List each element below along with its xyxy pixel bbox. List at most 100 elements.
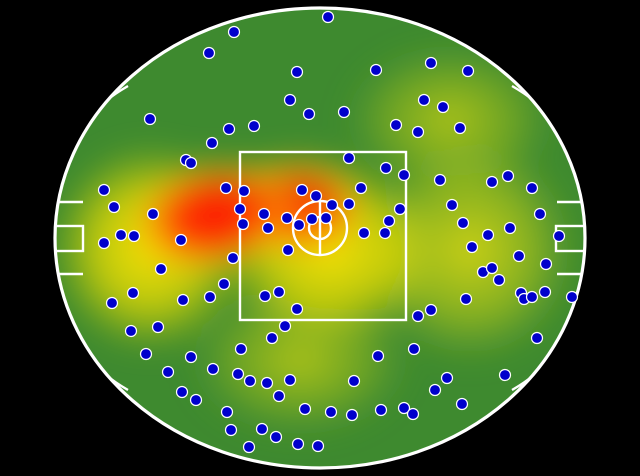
data-point bbox=[226, 251, 240, 265]
data-point bbox=[280, 211, 294, 225]
data-point bbox=[347, 374, 361, 388]
data-point bbox=[302, 107, 316, 121]
data-point bbox=[397, 168, 411, 182]
data-point bbox=[265, 331, 279, 345]
data-point bbox=[533, 207, 547, 221]
data-point bbox=[465, 240, 479, 254]
heat-layer bbox=[54, 7, 586, 469]
data-point bbox=[436, 100, 450, 114]
data-point bbox=[298, 402, 312, 416]
data-point bbox=[371, 349, 385, 363]
data-point bbox=[236, 217, 250, 231]
data-point bbox=[283, 373, 297, 387]
data-point bbox=[243, 374, 257, 388]
data-point bbox=[319, 211, 333, 225]
data-point bbox=[255, 422, 269, 436]
data-point bbox=[291, 437, 305, 451]
data-point bbox=[389, 118, 403, 132]
data-point bbox=[146, 207, 160, 221]
data-point bbox=[417, 93, 431, 107]
data-point bbox=[242, 440, 256, 454]
data-point bbox=[278, 319, 292, 333]
data-point bbox=[283, 93, 297, 107]
data-point bbox=[97, 236, 111, 250]
data-point bbox=[424, 303, 438, 317]
data-point bbox=[305, 212, 319, 226]
data-point bbox=[309, 189, 323, 203]
data-point bbox=[397, 401, 411, 415]
data-point bbox=[105, 296, 119, 310]
data-point bbox=[257, 207, 271, 221]
data-point bbox=[485, 175, 499, 189]
data-point bbox=[203, 290, 217, 304]
data-point bbox=[345, 408, 359, 422]
data-point bbox=[189, 393, 203, 407]
data-point bbox=[530, 331, 544, 345]
data-point bbox=[261, 221, 275, 235]
data-point bbox=[233, 202, 247, 216]
data-point bbox=[539, 257, 553, 271]
data-point bbox=[342, 151, 356, 165]
data-point bbox=[485, 261, 499, 275]
data-point bbox=[127, 229, 141, 243]
data-point bbox=[433, 173, 447, 187]
data-point bbox=[290, 65, 304, 79]
data-point bbox=[428, 383, 442, 397]
data-point bbox=[161, 365, 175, 379]
data-point bbox=[525, 181, 539, 195]
data-point bbox=[219, 181, 233, 195]
data-point bbox=[382, 214, 396, 228]
data-point bbox=[440, 371, 454, 385]
data-point bbox=[176, 293, 190, 307]
data-point bbox=[406, 407, 420, 421]
data-point bbox=[217, 277, 231, 291]
data-point bbox=[184, 350, 198, 364]
data-point bbox=[354, 181, 368, 195]
data-point bbox=[456, 216, 470, 230]
data-point bbox=[461, 64, 475, 78]
data-point bbox=[503, 221, 517, 235]
data-point bbox=[512, 249, 526, 263]
left-goal-square bbox=[54, 224, 85, 253]
data-point bbox=[175, 385, 189, 399]
data-point bbox=[378, 226, 392, 240]
data-point bbox=[295, 183, 309, 197]
data-point bbox=[357, 226, 371, 240]
data-point bbox=[222, 122, 236, 136]
data-point bbox=[552, 229, 566, 243]
data-point bbox=[411, 309, 425, 323]
data-point bbox=[114, 228, 128, 242]
data-point bbox=[492, 273, 506, 287]
data-point bbox=[321, 10, 335, 24]
data-point bbox=[139, 347, 153, 361]
data-point bbox=[220, 405, 234, 419]
heat-blob-primary bbox=[122, 152, 306, 280]
data-point bbox=[202, 46, 216, 60]
data-point bbox=[337, 105, 351, 119]
data-point bbox=[281, 243, 295, 257]
data-point bbox=[424, 56, 438, 70]
data-point bbox=[260, 376, 274, 390]
data-point bbox=[174, 233, 188, 247]
data-point bbox=[379, 161, 393, 175]
data-point bbox=[227, 25, 241, 39]
data-point bbox=[311, 439, 325, 453]
data-point bbox=[342, 197, 356, 211]
boundary-line bbox=[53, 6, 587, 470]
data-point bbox=[324, 405, 338, 419]
data-point bbox=[272, 389, 286, 403]
data-point-layer bbox=[97, 10, 579, 454]
centre-square bbox=[238, 150, 408, 322]
data-point bbox=[455, 397, 469, 411]
data-point bbox=[272, 285, 286, 299]
data-point bbox=[151, 320, 165, 334]
data-point bbox=[290, 302, 304, 316]
data-point bbox=[234, 342, 248, 356]
data-point bbox=[407, 342, 421, 356]
data-point bbox=[481, 228, 495, 242]
data-point bbox=[206, 362, 220, 376]
data-point bbox=[231, 367, 245, 381]
data-point bbox=[143, 112, 157, 126]
